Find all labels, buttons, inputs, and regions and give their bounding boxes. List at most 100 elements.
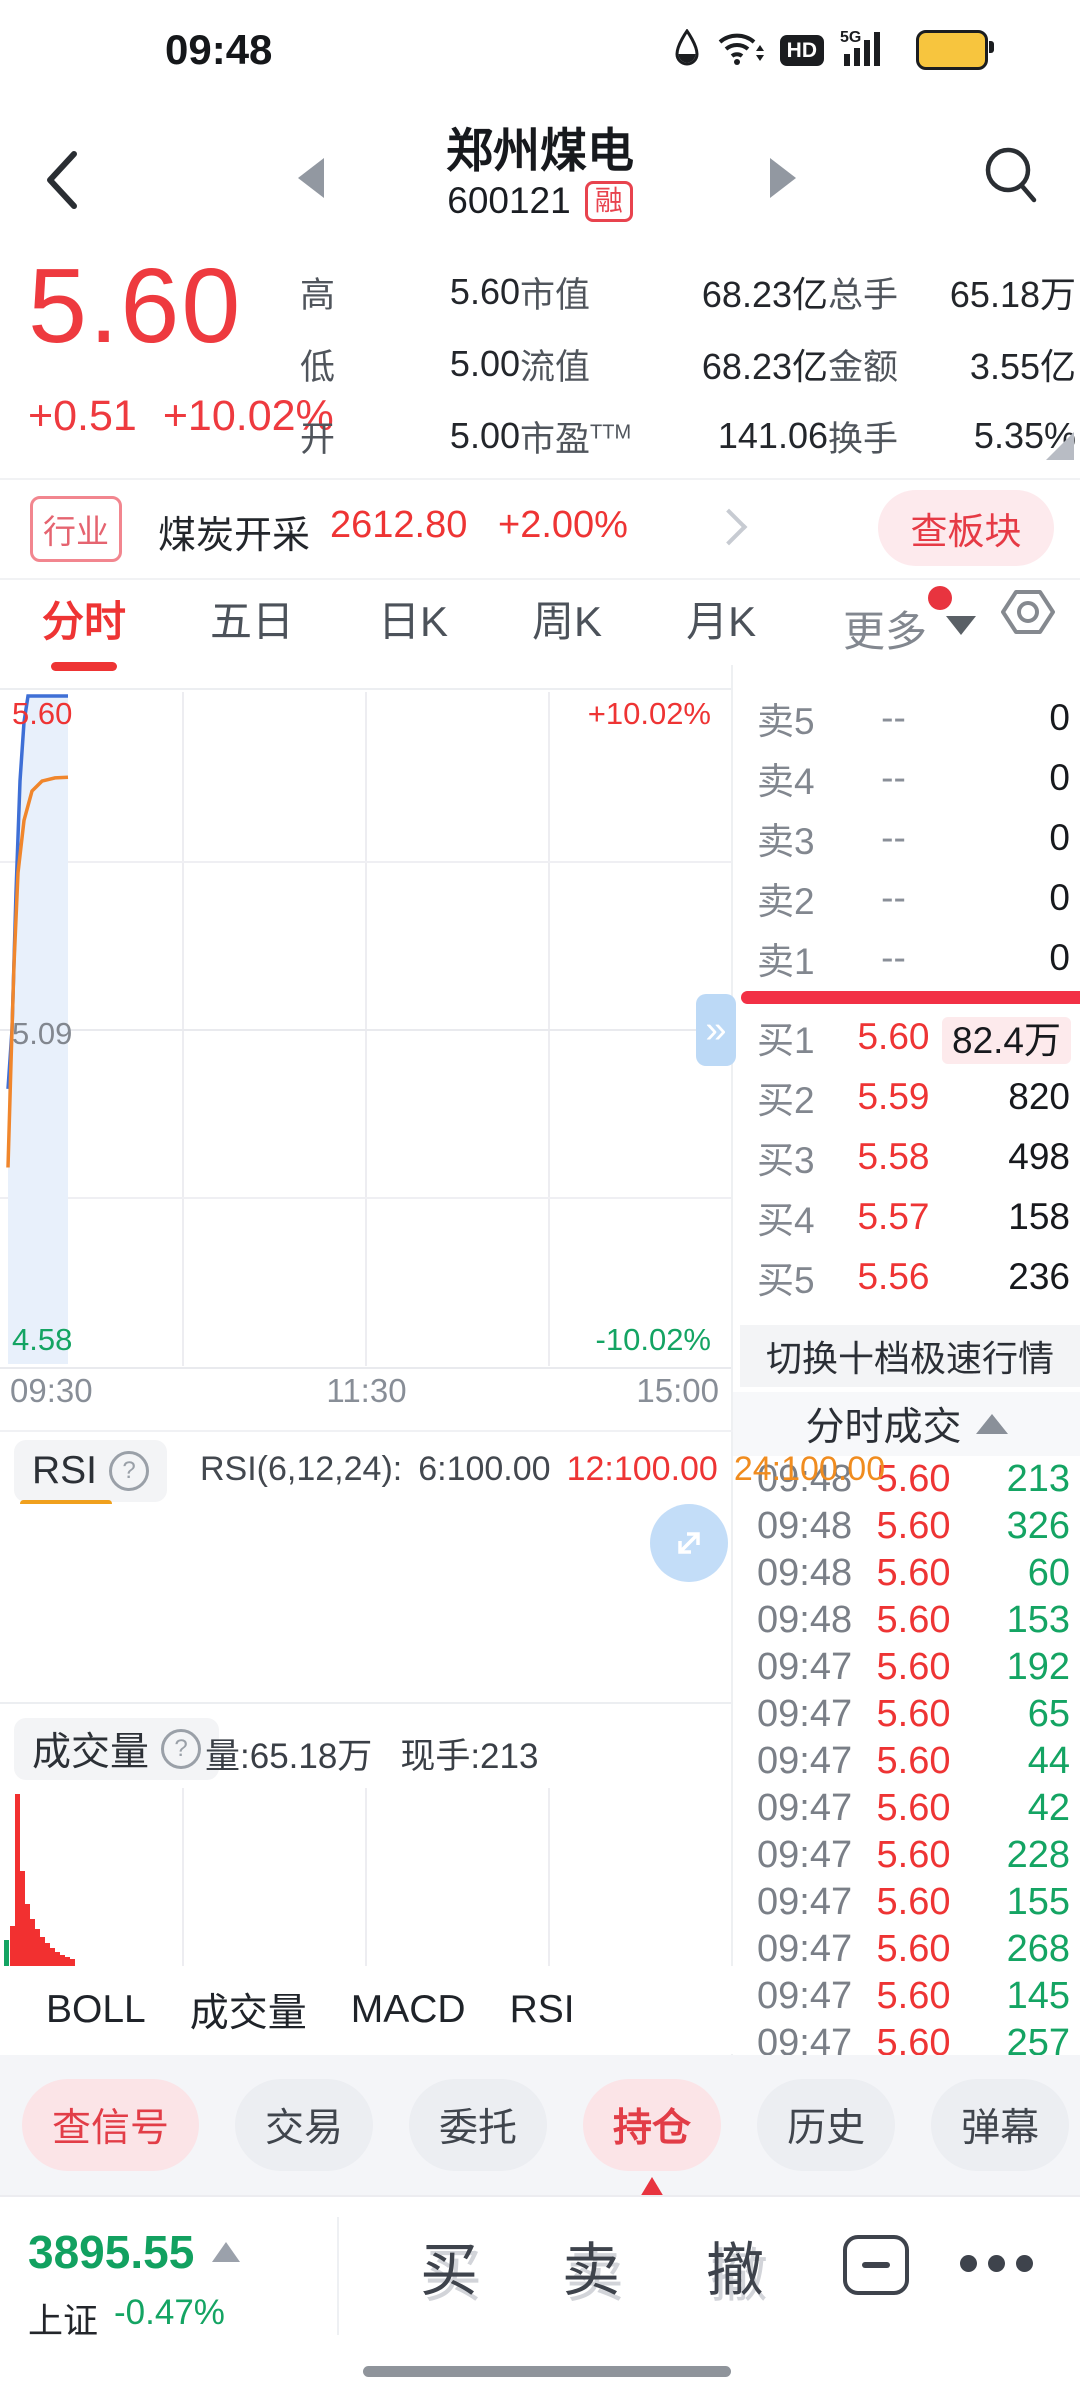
nav-pill[interactable]: 弹幕 bbox=[931, 2079, 1070, 2171]
volume-current: 现手:213 bbox=[400, 1737, 539, 1776]
tick-row: 09:47 5.60 228 bbox=[733, 1832, 1080, 1879]
buy-row[interactable]: 买2 5.59 820 bbox=[733, 1067, 1080, 1127]
period-tab[interactable]: 五日 bbox=[210, 597, 295, 645]
pct-low-label: -10.02% bbox=[595, 1322, 711, 1357]
tick-price: 5.60 bbox=[876, 1458, 951, 1500]
home-indicator[interactable] bbox=[363, 2366, 731, 2377]
tick-time: 09:47 bbox=[757, 1834, 853, 1876]
nav-pill[interactable]: 交易 bbox=[235, 2079, 374, 2171]
tick-volume: 192 bbox=[1006, 1646, 1070, 1688]
chart-settings-icon[interactable] bbox=[998, 582, 1058, 642]
sell-row[interactable]: 卖5 -- 0 bbox=[733, 688, 1080, 748]
collapse-orderbook-button[interactable]: » bbox=[696, 994, 736, 1066]
switch-level2-button[interactable]: 切换十档极速行情 bbox=[740, 1325, 1080, 1387]
indicator-tab[interactable]: MACD bbox=[350, 1988, 466, 2031]
industry-row[interactable]: 行业 煤炭开采 2612.80 +2.00% 查板块 bbox=[0, 478, 1080, 580]
tick-volume: 213 bbox=[1006, 1458, 1070, 1500]
period-tab[interactable]: 周K bbox=[532, 597, 603, 645]
tick-row: 09:48 5.60 213 bbox=[733, 1456, 1080, 1503]
period-tab[interactable]: 分时 bbox=[42, 588, 126, 649]
volume-help-icon[interactable]: ? bbox=[161, 1729, 202, 1769]
tick-list: 分时成交 09:48 5.60 213 09:48 5.60 326 09:48 bbox=[733, 1392, 1080, 2055]
buy-level-label: 买2 bbox=[757, 1080, 815, 1121]
volume-chart-panel[interactable] bbox=[0, 1788, 731, 1968]
indicator-tab[interactable]: 成交量 bbox=[189, 1992, 307, 2035]
tick-list-header[interactable]: 分时成交 bbox=[733, 1392, 1080, 1456]
stat-value: 68.23亿 bbox=[701, 274, 828, 315]
tick-price: 5.60 bbox=[876, 1928, 951, 1970]
time-axis: 09:30 11:30 15:00 bbox=[0, 1372, 733, 1416]
indicator-tab[interactable]: BOLL bbox=[46, 1988, 146, 2031]
industry-name: 煤炭开采 bbox=[158, 515, 311, 557]
tick-row: 09:48 5.60 60 bbox=[733, 1550, 1080, 1597]
wifi-icon bbox=[716, 29, 764, 72]
buy-row[interactable]: 买1 5.60 82.4万 bbox=[733, 1007, 1080, 1067]
period-tab[interactable]: 日K bbox=[378, 597, 449, 645]
tick-price: 5.60 bbox=[876, 1740, 951, 1782]
prev-stock-arrow-icon[interactable] bbox=[298, 158, 324, 198]
sell-row[interactable]: 卖1 -- 0 bbox=[733, 928, 1080, 988]
tick-list-title: 分时成交 bbox=[805, 1406, 962, 1449]
buy-price: 5.59 bbox=[857, 1076, 930, 1117]
chevron-right-icon[interactable] bbox=[710, 508, 748, 546]
status-bar: 09:48 HD 5G bbox=[0, 0, 1080, 96]
index-change: -0.47% bbox=[114, 2293, 225, 2332]
tick-row: 09:47 5.60 145 bbox=[733, 1973, 1080, 2020]
more-options-button[interactable] bbox=[960, 2255, 1033, 2272]
tick-row: 09:47 5.60 65 bbox=[733, 1691, 1080, 1738]
buy-row[interactable]: 买5 5.56 236 bbox=[733, 1247, 1080, 1307]
more-tab[interactable]: 更多 bbox=[843, 608, 928, 655]
sell-button[interactable]: 卖 bbox=[562, 2238, 621, 2303]
indicator-tab[interactable]: RSI bbox=[509, 1988, 575, 2031]
next-stock-arrow-icon[interactable] bbox=[770, 158, 796, 198]
nav-pill[interactable]: 委托 bbox=[409, 2079, 548, 2171]
nav-pill[interactable]: 历史 bbox=[757, 2079, 896, 2171]
sell-volume: 0 bbox=[1049, 697, 1070, 738]
bottom-action-bar: 3895.55 上证 -0.47% 买 卖 撤 bbox=[0, 2195, 1080, 2400]
sell-row[interactable]: 卖2 -- 0 bbox=[733, 868, 1080, 928]
buy-row[interactable]: 买3 5.58 498 bbox=[733, 1127, 1080, 1187]
tick-row: 09:47 5.60 192 bbox=[733, 1644, 1080, 1691]
rsi-section: RSI ? RSI(6,12,24): 6:100.00 12:100.00 2… bbox=[0, 1430, 885, 1507]
buy-level-label: 买3 bbox=[757, 1140, 815, 1181]
rsi-help-icon[interactable]: ? bbox=[109, 1451, 150, 1491]
nav-pill[interactable]: 查信号 bbox=[22, 2079, 200, 2171]
stock-code: 600121 bbox=[447, 180, 571, 221]
sell-level-label: 卖3 bbox=[757, 821, 815, 862]
search-icon[interactable] bbox=[976, 134, 1046, 214]
tick-row: 09:47 5.60 44 bbox=[733, 1738, 1080, 1785]
tick-time: 09:48 bbox=[757, 1552, 853, 1594]
sell-row[interactable]: 卖4 -- 0 bbox=[733, 748, 1080, 808]
bottom-nav: 查信号 交易 委托 持仓 历史 弹幕 bbox=[0, 2055, 1080, 2195]
cancel-order-button[interactable]: 撤 bbox=[706, 2238, 765, 2303]
sell-row[interactable]: 卖3 -- 0 bbox=[733, 808, 1080, 868]
tick-volume: 42 bbox=[1027, 1787, 1070, 1829]
view-sector-button[interactable]: 查板块 bbox=[878, 490, 1054, 566]
stat-label: 市值 bbox=[520, 275, 591, 315]
rsi-formula: RSI(6,12,24): bbox=[200, 1450, 403, 1488]
quote-block: 5.60 +0.51 +10.02% 高 5.60 市值 68.23亿 总手 6… bbox=[0, 247, 1080, 472]
volume-section: 成交量 ? 量:65.18万 现手:213 bbox=[0, 1710, 733, 1788]
fullscreen-chart-button[interactable] bbox=[650, 1504, 728, 1582]
drop-icon bbox=[674, 27, 700, 72]
stat-label: 流值 bbox=[520, 347, 591, 387]
rsi-chart-panel[interactable] bbox=[0, 1504, 731, 1704]
period-tab[interactable]: 月K bbox=[686, 597, 757, 645]
tick-volume: 155 bbox=[1006, 1881, 1070, 1923]
buy-button[interactable]: 买 bbox=[420, 2238, 479, 2303]
buy-row[interactable]: 买4 5.57 158 bbox=[733, 1187, 1080, 1247]
back-button[interactable] bbox=[34, 140, 94, 220]
tick-time: 09:47 bbox=[757, 1646, 853, 1688]
chevron-down-icon[interactable] bbox=[946, 616, 976, 635]
status-icons: HD 5G bbox=[674, 22, 994, 78]
nav-pill[interactable]: 持仓 bbox=[583, 2079, 722, 2171]
minute-chart[interactable]: 5.60 +10.02% 5.09 4.58 -10.02% bbox=[0, 688, 733, 1370]
buy-level-label: 买5 bbox=[757, 1260, 815, 1301]
volume-total: 量:65.18万 bbox=[205, 1737, 373, 1776]
collapse-up-icon bbox=[975, 1414, 1008, 1434]
tick-time: 09:47 bbox=[757, 1693, 853, 1735]
minimize-button[interactable] bbox=[843, 2235, 909, 2295]
index-quote[interactable]: 3895.55 bbox=[28, 2225, 241, 2279]
expand-stats-icon[interactable] bbox=[1046, 432, 1074, 460]
